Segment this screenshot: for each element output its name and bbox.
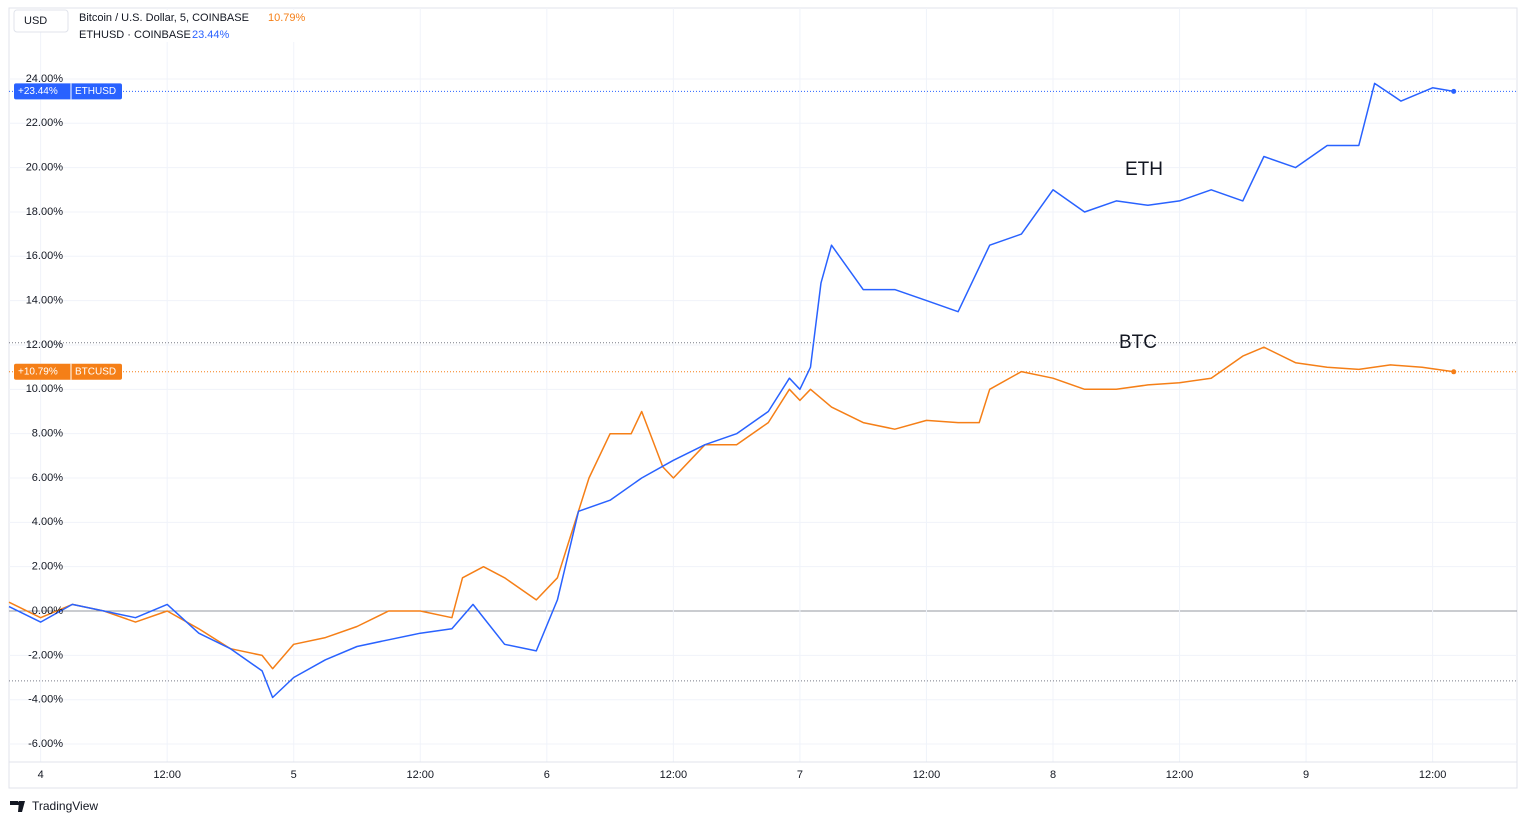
value-badge (14, 363, 122, 380)
annotation: BTC (1119, 332, 1157, 353)
last-point (1451, 88, 1457, 94)
y-tick-label: 10.00% (26, 383, 64, 395)
series-line (8, 346, 1454, 670)
x-tick-label: 6 (544, 769, 550, 781)
x-tick-label: 12:00 (913, 769, 941, 781)
y-tick-label: -2.00% (28, 649, 63, 661)
x-tick-label: 12:00 (660, 769, 688, 781)
x-tick-label: 9 (1303, 769, 1309, 781)
x-tick-label: 12:00 (153, 769, 181, 781)
x-tick-label: 5 (291, 769, 297, 781)
x-tick-label: 7 (797, 769, 803, 781)
x-tick-label: 4 (38, 769, 44, 781)
badge-value: +23.44% (18, 86, 58, 97)
series-line (8, 82, 1454, 699)
x-tick-label: 12:00 (1419, 769, 1447, 781)
y-tick-label: 0.00% (32, 605, 63, 617)
x-tick-label: 8 (1050, 769, 1056, 781)
annotation: ETH (1125, 159, 1163, 180)
y-tick-label: -6.00% (28, 738, 63, 750)
y-tick-label: 2.00% (32, 561, 63, 573)
plot-frame (8, 7, 1518, 789)
legend-bg (72, 10, 312, 42)
y-tick-label: 24.00% (26, 73, 64, 85)
x-tick-label: 12:00 (407, 769, 435, 781)
currency[interactable]: USD (24, 15, 47, 27)
last-point (1451, 369, 1457, 375)
y-tick-label: 12.00% (26, 339, 64, 351)
currency-button[interactable] (13, 9, 69, 33)
legend-value: 23.44% (192, 29, 230, 41)
x-tick-label: 12:00 (1166, 769, 1194, 781)
legend-name: ETHUSD · COINBASE (79, 29, 191, 41)
y-tick-label: 4.00% (32, 516, 63, 528)
y-tick-label: 8.00% (32, 428, 63, 440)
y-tick-label: -4.00% (28, 694, 63, 706)
y-tick-label: 16.00% (26, 250, 64, 262)
y-tick-label: 22.00% (26, 117, 64, 129)
badge-symbol: ETHUSD (75, 86, 116, 97)
legend-value: 10.79% (268, 12, 306, 24)
y-tick-label: 20.00% (26, 162, 64, 174)
y-tick-label: 14.00% (26, 295, 64, 307)
y-tick-label: 18.00% (26, 206, 64, 218)
badge-value: +10.79% (18, 366, 58, 377)
value-badge (14, 83, 122, 100)
brand: TradingView (32, 799, 98, 813)
y-tick-label: 6.00% (32, 472, 63, 484)
badge-symbol: BTCUSD (75, 366, 116, 377)
legend-name: Bitcoin / U.S. Dollar, 5, COINBASE (79, 12, 249, 24)
logo (10, 801, 25, 812)
